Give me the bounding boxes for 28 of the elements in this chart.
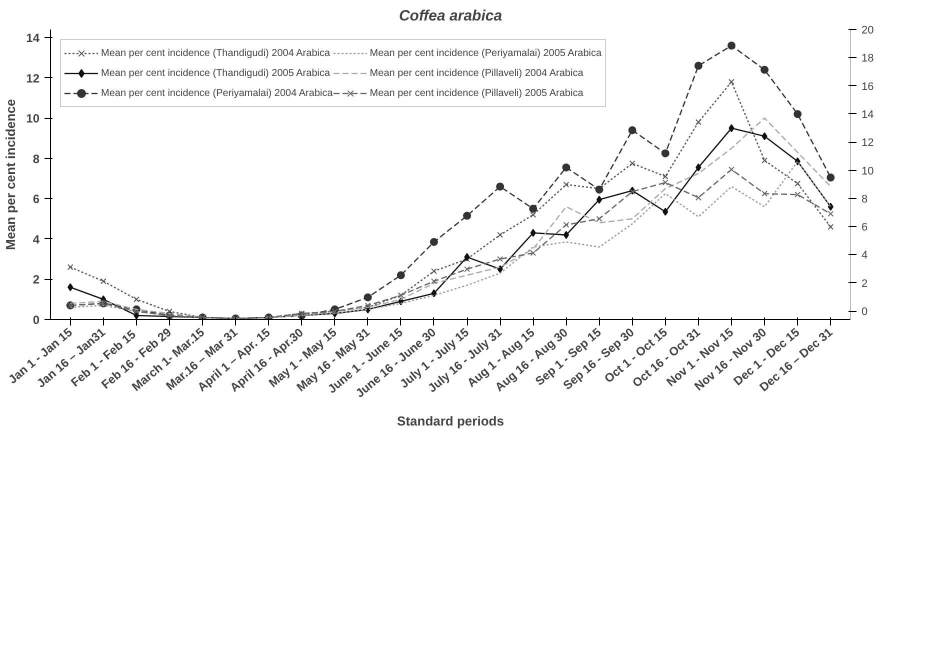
y2-tick-label: 12 [862, 137, 874, 150]
y2-tick-label: 10 [862, 165, 874, 178]
y2-tick-label: 0 [862, 306, 868, 318]
legend-label: Mean per cent incidence (Pillaveli) 2005 Arabica [370, 87, 584, 99]
y-axis-title: Mean per cent incidence [3, 98, 18, 250]
y-tick-label: 0 [32, 313, 40, 327]
y-tick-label: 4 [32, 232, 40, 246]
y2-tick-label: 20 [862, 24, 874, 36]
y2-tick-label: 14 [862, 108, 874, 121]
legend-label: Mean per cent incidence (Thandigudi) 2005 Arabica [101, 67, 330, 79]
y2-tick-label: 16 [862, 80, 874, 93]
legend-label: Mean per cent incidence (Periyamalai) 2004 Arabica [101, 87, 333, 99]
legend-label: Mean per cent incidence (Periyamalai) 2005 Arabica [370, 47, 602, 59]
y-tick-label: 6 [32, 192, 40, 206]
x-axis-title: Standard periods [397, 414, 504, 429]
y2-tick-label: 2 [862, 278, 868, 290]
y-tick-label: 8 [32, 152, 40, 166]
chart-title: Coffea arabica [398, 8, 502, 24]
y2-tick-label: 8 [862, 193, 868, 206]
y2-tick-label: 18 [862, 52, 874, 65]
y-tick-label: 14 [26, 31, 40, 46]
y-tick-label: 2 [32, 272, 40, 287]
y-tick-label: 12 [26, 71, 40, 86]
legend-label: Mean per cent incidence (Pillaveli) 2004 Arabica [370, 67, 584, 79]
y-tick-label: 10 [26, 112, 40, 126]
y2-tick-label: 4 [862, 250, 868, 262]
legend-label: Mean per cent incidence (Thandigudi) 2004 Arabica [101, 47, 330, 59]
y2-tick-label: 6 [862, 222, 868, 234]
